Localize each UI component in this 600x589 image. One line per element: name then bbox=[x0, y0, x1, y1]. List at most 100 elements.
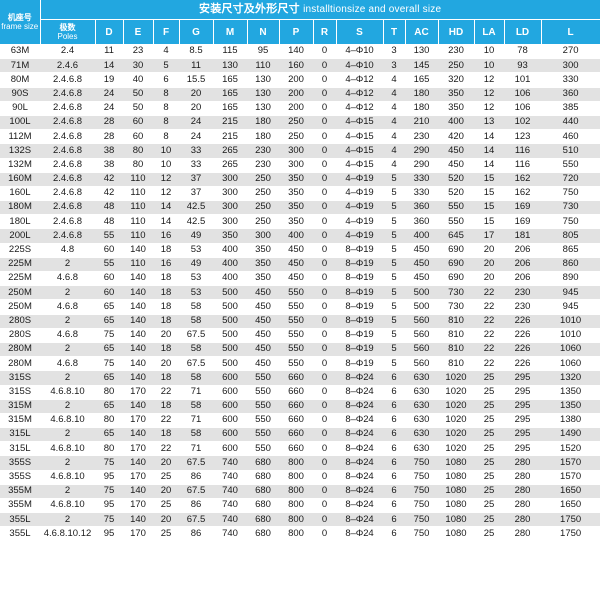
cell-la: 25 bbox=[474, 399, 504, 414]
cell-ac: 450 bbox=[405, 257, 438, 273]
cell-m: 600 bbox=[213, 441, 247, 457]
cell-f: 8 bbox=[153, 129, 179, 145]
cell-ac: 750 bbox=[405, 470, 438, 485]
cell-ac: 450 bbox=[405, 243, 438, 258]
table-row: 132S 2.4.6.8 38 80 10 33 265 230 300 0 4–Φ15 4 290 45… bbox=[0, 143, 600, 159]
cell-ac: 630 bbox=[405, 427, 438, 443]
cell-d: 65 bbox=[95, 299, 123, 315]
cell-s: 8–Φ19 bbox=[336, 257, 383, 273]
cell-p: 550 bbox=[279, 342, 313, 358]
cell-frame-size: 132M bbox=[0, 158, 40, 173]
cell-t: 5 bbox=[383, 172, 405, 187]
cell-ac: 210 bbox=[405, 115, 438, 131]
cell-g: 58 bbox=[179, 427, 213, 443]
cell-g: 67.5 bbox=[179, 356, 213, 372]
cell-ld: 106 bbox=[504, 87, 541, 102]
cell-hd: 420 bbox=[438, 129, 474, 145]
cell-p: 160 bbox=[279, 58, 313, 74]
cell-n: 550 bbox=[247, 385, 279, 400]
cell-m: 500 bbox=[213, 328, 247, 343]
cell-l: 270 bbox=[541, 44, 600, 60]
cell-r: 0 bbox=[313, 413, 336, 429]
cell-t: 4 bbox=[383, 129, 405, 145]
cell-ac: 560 bbox=[405, 328, 438, 343]
cell-la: 15 bbox=[474, 186, 504, 202]
cell-la: 25 bbox=[474, 484, 504, 500]
cell-n: 550 bbox=[247, 441, 279, 457]
cell-la: 17 bbox=[474, 228, 504, 244]
cell-p: 550 bbox=[279, 328, 313, 343]
cell-la: 22 bbox=[474, 299, 504, 315]
cell-r: 0 bbox=[313, 455, 336, 471]
cell-f: 6 bbox=[153, 72, 179, 88]
cell-n: 680 bbox=[247, 455, 279, 471]
cell-hd: 1020 bbox=[438, 385, 474, 400]
cell-g: 67.5 bbox=[179, 328, 213, 343]
cell-e: 140 bbox=[123, 399, 153, 414]
cell-poles: 2 bbox=[40, 455, 95, 471]
cell-hd: 810 bbox=[438, 356, 474, 372]
cell-r: 0 bbox=[313, 243, 336, 258]
cell-f: 4 bbox=[153, 44, 179, 60]
cell-frame-size: 90L bbox=[0, 101, 40, 116]
cell-d: 75 bbox=[95, 512, 123, 528]
cell-m: 215 bbox=[213, 129, 247, 145]
cell-m: 400 bbox=[213, 243, 247, 258]
cell-hd: 1020 bbox=[438, 441, 474, 457]
cell-r: 0 bbox=[313, 399, 336, 414]
cell-e: 170 bbox=[123, 385, 153, 400]
cell-n: 450 bbox=[247, 285, 279, 301]
cell-g: 33 bbox=[179, 143, 213, 159]
cell-p: 450 bbox=[279, 257, 313, 273]
cell-hd: 1020 bbox=[438, 413, 474, 429]
cell-hd: 810 bbox=[438, 328, 474, 343]
cell-d: 60 bbox=[95, 271, 123, 287]
cell-s: 8–Φ24 bbox=[336, 385, 383, 400]
cell-poles: 2 bbox=[40, 285, 95, 301]
cell-la: 25 bbox=[474, 512, 504, 528]
cell-n: 350 bbox=[247, 257, 279, 273]
cell-ac: 400 bbox=[405, 228, 438, 244]
table-row: 315M 4.6.8.10 80 170 22 71 600 550 660 0 8–Φ24 6 630… bbox=[0, 413, 600, 429]
cell-g: 58 bbox=[179, 342, 213, 358]
cell-t: 5 bbox=[383, 314, 405, 329]
cell-ld: 169 bbox=[504, 200, 541, 216]
cell-frame-size: 315S bbox=[0, 370, 40, 386]
cell-g: 15.5 bbox=[179, 72, 213, 88]
cell-poles: 4.6.8 bbox=[40, 328, 95, 343]
cell-frame-size: 315S bbox=[0, 385, 40, 400]
cell-hd: 520 bbox=[438, 186, 474, 202]
cell-e: 140 bbox=[123, 356, 153, 372]
cell-s: 8–Φ19 bbox=[336, 299, 383, 315]
cell-r: 0 bbox=[313, 58, 336, 74]
cell-ld: 295 bbox=[504, 399, 541, 414]
cell-ac: 130 bbox=[405, 44, 438, 60]
cell-la: 14 bbox=[474, 143, 504, 159]
cell-e: 140 bbox=[123, 285, 153, 301]
cell-la: 20 bbox=[474, 257, 504, 273]
cell-s: 8–Φ24 bbox=[336, 441, 383, 457]
cell-t: 6 bbox=[383, 413, 405, 429]
cell-f: 18 bbox=[153, 399, 179, 414]
cell-e: 140 bbox=[123, 342, 153, 358]
cell-ld: 93 bbox=[504, 58, 541, 74]
cell-r: 0 bbox=[313, 172, 336, 187]
cell-frame-size: 250M bbox=[0, 299, 40, 315]
cell-m: 165 bbox=[213, 72, 247, 88]
table-row: 132M 2.4.6.8 38 80 10 33 265 230 300 0 4–Φ15 4 290 45… bbox=[0, 158, 600, 173]
cell-e: 140 bbox=[123, 314, 153, 329]
cell-l: 1350 bbox=[541, 385, 600, 400]
cell-f: 18 bbox=[153, 342, 179, 358]
table-row: 100L 2.4.6.8 28 60 8 24 215 180 250 0 4–Φ15 4 210 400… bbox=[0, 115, 600, 131]
cell-l: 865 bbox=[541, 243, 600, 258]
cell-ld: 226 bbox=[504, 356, 541, 372]
cell-m: 400 bbox=[213, 271, 247, 287]
cell-ld: 295 bbox=[504, 385, 541, 400]
cell-n: 130 bbox=[247, 72, 279, 88]
table-body: 63M 2.4 11 23 4 8.5 115 95 140 0 4–Φ10 3 130 230 10 78 2… bbox=[0, 44, 600, 542]
cell-m: 300 bbox=[213, 214, 247, 230]
cell-poles: 2 bbox=[40, 370, 95, 386]
cell-d: 80 bbox=[95, 385, 123, 400]
column-header-p: P bbox=[279, 19, 314, 45]
cell-poles: 2.4.6.8 bbox=[40, 186, 95, 202]
